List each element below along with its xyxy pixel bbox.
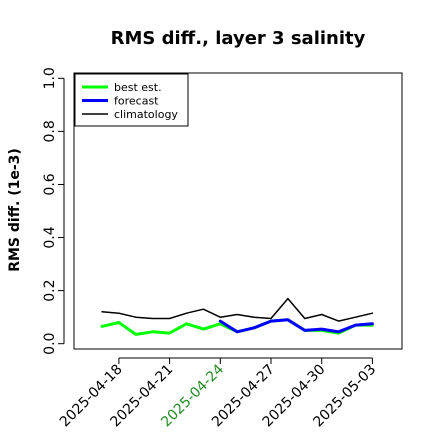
series-line-forecast [218,318,374,334]
legend-label: best est. [114,81,162,94]
series-line-climatology [101,297,374,322]
series-layer [100,297,374,336]
legend-label: climatology [114,108,178,121]
y-axis: 0.0 0.2 0.4 0.6 0.8 1.0 [42,67,65,355]
x-axis: 2025-04-182025-04-212025-04-242025-04-27… [57,357,379,430]
y-tick-label: 0.4 [42,226,58,248]
legend-label: forecast [114,95,159,108]
chart-title: RMS diff., layer 3 salinity [111,28,366,49]
y-tick-label: 0.8 [42,120,58,142]
y-tick-label: 0.0 [42,333,58,355]
y-tick-label: 1.0 [42,67,58,89]
y-axis-label: RMS diff. (1e-3) [7,148,23,272]
plot-frame [73,72,403,350]
y-tick-label: 0.2 [42,279,58,301]
y-tick-label: 0.6 [42,173,58,195]
